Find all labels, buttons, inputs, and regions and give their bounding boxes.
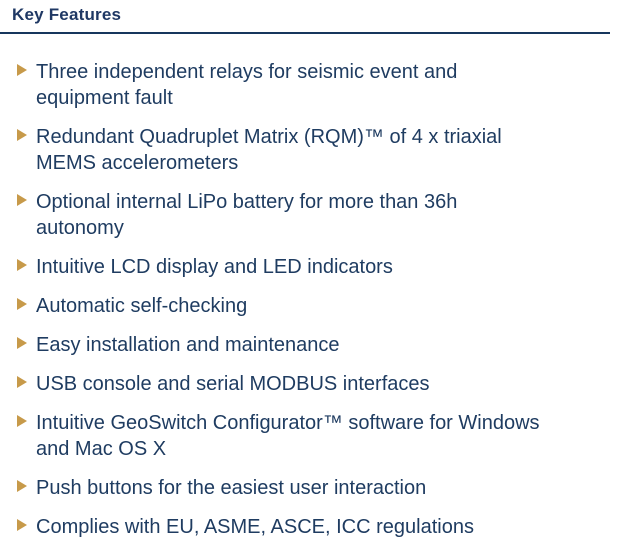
feature-text: Complies with EU, ASME, ASCE, ICC regula… xyxy=(36,516,474,538)
feature-item: Intuitive GeoSwitch Configurator™ softwa… xyxy=(17,410,618,462)
right-triangle-bullet-icon xyxy=(17,337,27,349)
features-list: Three independent relays for seismic eve… xyxy=(0,59,618,540)
header-rule-divider xyxy=(0,32,610,34)
right-triangle-bullet-icon xyxy=(17,519,27,531)
feature-item: Three independent relays for seismic eve… xyxy=(17,59,618,111)
feature-item: Easy installation and maintenance xyxy=(17,332,618,358)
feature-text: Optional internal LiPo battery for more … xyxy=(36,191,458,239)
feature-text: Three independent relays for seismic eve… xyxy=(36,61,458,109)
right-triangle-bullet-icon xyxy=(17,64,27,76)
right-triangle-bullet-icon xyxy=(17,298,27,310)
feature-item: Optional internal LiPo battery for more … xyxy=(17,189,618,241)
feature-text: USB console and serial MODBUS interfaces xyxy=(36,373,430,395)
feature-text: Push buttons for the easiest user intera… xyxy=(36,477,427,499)
right-triangle-bullet-icon xyxy=(17,129,27,141)
feature-item: Redundant Quadruplet Matrix (RQM)™ of 4 … xyxy=(17,124,618,176)
feature-item: Intuitive LCD display and LED indicators xyxy=(17,254,618,280)
feature-item: Push buttons for the easiest user intera… xyxy=(17,475,618,501)
right-triangle-bullet-icon xyxy=(17,376,27,388)
feature-item: USB console and serial MODBUS interfaces xyxy=(17,371,618,397)
section-header: Key Features xyxy=(0,0,618,25)
feature-text: Intuitive GeoSwitch Configurator™ softwa… xyxy=(36,412,540,460)
right-triangle-bullet-icon xyxy=(17,259,27,271)
feature-text: Automatic self-checking xyxy=(36,295,248,317)
feature-text: Easy installation and maintenance xyxy=(36,334,340,356)
right-triangle-bullet-icon xyxy=(17,480,27,492)
feature-item: Automatic self-checking xyxy=(17,293,618,319)
right-triangle-bullet-icon xyxy=(17,194,27,206)
right-triangle-bullet-icon xyxy=(17,415,27,427)
feature-text: Redundant Quadruplet Matrix (RQM)™ of 4 … xyxy=(36,126,502,174)
feature-item: Complies with EU, ASME, ASCE, ICC regula… xyxy=(17,514,618,540)
feature-text: Intuitive LCD display and LED indicators xyxy=(36,256,393,278)
section-title: Key Features xyxy=(12,5,122,24)
